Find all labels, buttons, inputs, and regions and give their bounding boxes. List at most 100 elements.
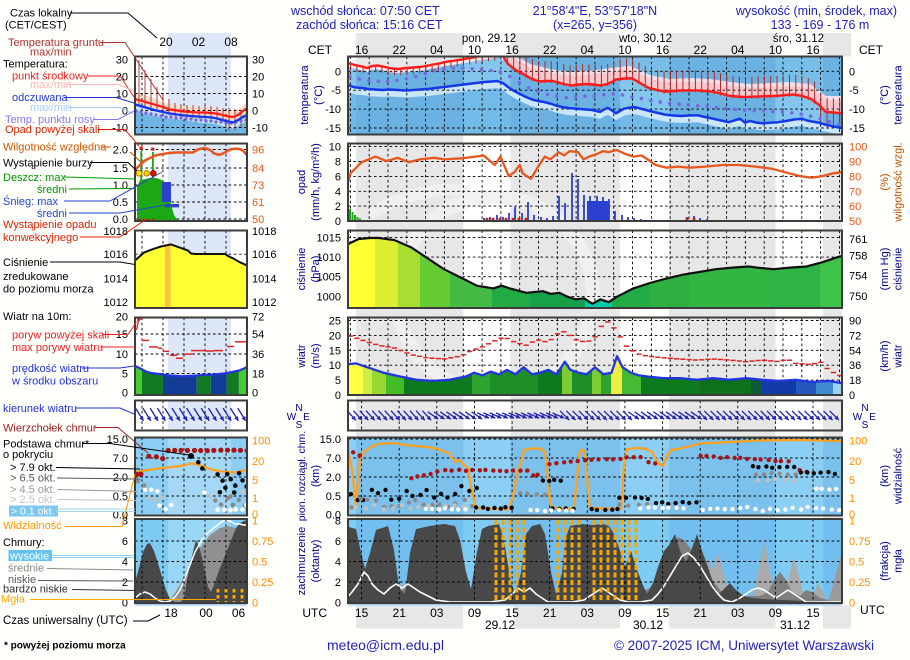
svg-text:niskie: niskie (8, 574, 36, 586)
svg-text:> 0.1 okt.: > 0.1 okt. (11, 506, 55, 518)
svg-text:29.12: 29.12 (485, 618, 515, 632)
svg-text:02: 02 (192, 35, 206, 49)
svg-text:(oktanty): (oktanty) (310, 540, 322, 583)
svg-text:00: 00 (199, 606, 213, 620)
svg-text:(mm/h, kg/m²/h): (mm/h, kg/m²/h) (310, 143, 322, 221)
svg-text:10: 10 (329, 360, 341, 372)
svg-text:1016: 1016 (252, 249, 276, 261)
svg-text:04: 04 (731, 43, 745, 57)
svg-text:Temperatura:: Temperatura: (3, 59, 68, 71)
svg-text:-5: -5 (331, 85, 341, 97)
svg-text:761: 761 (849, 234, 867, 246)
svg-text:15: 15 (806, 606, 820, 620)
svg-text:odczuwana: odczuwana (12, 92, 69, 104)
svg-text:4: 4 (122, 557, 128, 569)
svg-text:0: 0 (335, 216, 341, 228)
svg-text:5: 5 (849, 475, 855, 487)
svg-text:30.12: 30.12 (633, 618, 663, 632)
svg-text:pion. rozciągł. chm.: pion. rozciągł. chm. (296, 431, 308, 521)
svg-text:> 7.9 okt.: > 7.9 okt. (10, 462, 56, 474)
svg-text:Wystąpienie burzy: Wystąpienie burzy (3, 158, 93, 170)
svg-text:10: 10 (769, 43, 783, 57)
svg-text:zredukowane: zredukowane (3, 271, 68, 283)
svg-text:ciśnienie: ciśnienie (893, 248, 905, 291)
svg-text:100: 100 (252, 436, 270, 448)
svg-text:S: S (862, 420, 869, 431)
svg-text:średni: średni (37, 184, 67, 196)
svg-text:Mgła: Mgła (1, 594, 26, 606)
svg-text:1: 1 (849, 493, 855, 505)
svg-text:0: 0 (122, 106, 128, 118)
svg-text:84: 84 (252, 163, 264, 175)
svg-text:2.0: 2.0 (326, 472, 341, 484)
svg-text:754: 754 (849, 271, 867, 283)
svg-text:5: 5 (122, 369, 128, 381)
svg-text:06: 06 (232, 606, 246, 620)
svg-text:4: 4 (335, 557, 341, 569)
svg-text:1: 1 (849, 516, 855, 528)
svg-text:-15: -15 (325, 123, 341, 135)
svg-text:Temp. punktu rosy: Temp. punktu rosy (5, 114, 95, 126)
svg-text:90: 90 (849, 157, 861, 169)
svg-text:konwekcyjnego: konwekcyjnego (3, 232, 78, 244)
svg-text:1010: 1010 (317, 252, 341, 264)
svg-text:temperatura: temperatura (299, 64, 311, 124)
svg-text:20: 20 (849, 456, 861, 468)
svg-text:CET: CET (308, 43, 333, 57)
svg-text:do poziomu morza: do poziomu morza (3, 284, 94, 296)
svg-text:Czas uniwersalny (UTC): Czas uniwersalny (UTC) (3, 615, 128, 627)
svg-text:54: 54 (849, 345, 861, 357)
svg-text:7.0: 7.0 (113, 453, 128, 465)
svg-text:22: 22 (393, 43, 407, 57)
svg-text:0: 0 (849, 66, 855, 78)
svg-text:2: 2 (335, 577, 341, 589)
svg-text:21: 21 (543, 606, 557, 620)
svg-text:18: 18 (164, 606, 178, 620)
svg-text:22: 22 (694, 43, 708, 57)
svg-text:03: 03 (581, 606, 595, 620)
svg-text:1: 1 (252, 516, 258, 528)
svg-text:2: 2 (122, 577, 128, 589)
svg-text:W: W (287, 412, 297, 423)
svg-text:max porywy wiatru: max porywy wiatru (12, 342, 103, 354)
svg-text:Wierzchołek chmur: Wierzchołek chmur (3, 423, 97, 435)
svg-text:E: E (869, 412, 876, 423)
svg-text:7.0: 7.0 (326, 453, 341, 465)
svg-text:54: 54 (252, 329, 264, 341)
svg-text:Śnieg: max: Śnieg: max (3, 195, 59, 208)
svg-text:(m/s): (m/s) (310, 343, 322, 368)
svg-text:03: 03 (731, 606, 745, 620)
svg-text:0: 0 (252, 509, 258, 521)
svg-text:1: 1 (252, 493, 258, 505)
svg-text:04: 04 (430, 43, 444, 57)
svg-text:0: 0 (252, 598, 258, 610)
svg-text:(°C): (°C) (879, 85, 891, 105)
svg-text:100: 100 (849, 436, 867, 448)
svg-text:0.0: 0.0 (326, 510, 341, 522)
svg-text:20: 20 (159, 35, 173, 49)
svg-text:96: 96 (252, 145, 264, 157)
svg-text:0: 0 (252, 106, 258, 118)
svg-text:100: 100 (849, 142, 867, 154)
svg-text:0: 0 (335, 66, 341, 78)
svg-text:-10: -10 (112, 123, 128, 135)
svg-text:1012: 1012 (104, 297, 128, 309)
svg-text:0: 0 (335, 598, 341, 610)
svg-text:30: 30 (252, 55, 264, 67)
svg-text:0: 0 (849, 509, 855, 521)
svg-text:20: 20 (252, 72, 264, 84)
svg-text:15: 15 (329, 345, 341, 357)
svg-text:wysokość (min, środek, max): wysokość (min, środek, max) (735, 4, 897, 18)
svg-text:widzialność: widzialność (893, 447, 905, 505)
svg-text:0.25: 0.25 (252, 577, 273, 589)
svg-text:0.25: 0.25 (849, 577, 870, 589)
svg-text:0: 0 (122, 598, 128, 610)
svg-text:bardzo niskie: bardzo niskie (3, 584, 68, 596)
svg-text:> 4.5 okt.: > 4.5 okt. (10, 484, 56, 496)
svg-text:758: 758 (849, 251, 867, 263)
svg-text:opad: opad (296, 170, 308, 194)
svg-text:18: 18 (252, 369, 264, 381)
svg-text:60: 60 (849, 201, 861, 213)
svg-text:śro, 31.12: śro, 31.12 (773, 33, 824, 45)
svg-text:20: 20 (116, 72, 128, 84)
